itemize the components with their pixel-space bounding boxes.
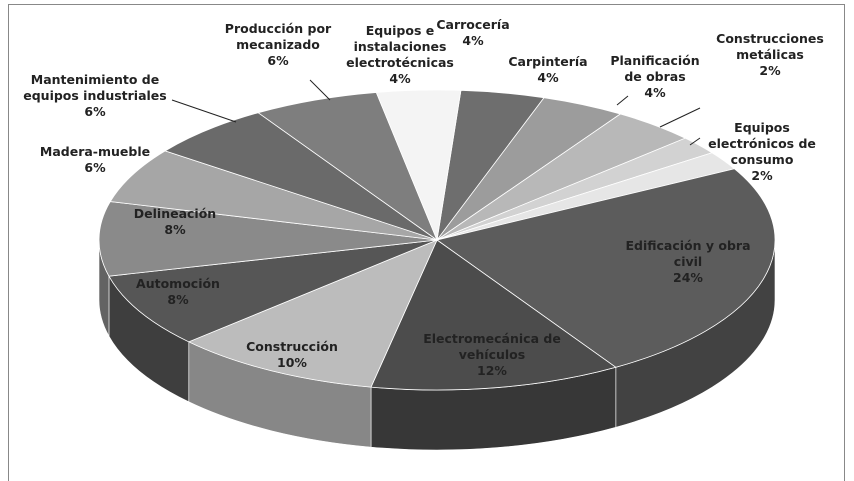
value-label: 12% [477,363,507,378]
slice-label: Construcciones metálicas 2% [710,31,830,79]
value-label: 4% [537,70,559,85]
slice-label: Automoción 8% [128,276,228,308]
slice-label: Equipos electrónicos de consumo 2% [692,120,832,184]
slice-label: Madera-mueble 6% [30,144,160,176]
value-label: 2% [759,63,781,78]
category-label: Electromecánica de vehículos [423,331,561,362]
leader-line [616,95,629,106]
pie-slice [257,92,438,242]
slice-label: Edificación y obra civil 24% [623,238,753,286]
slice-label: Equipos e instalaciones electrotécnicas 4… [345,23,455,87]
value-label: 8% [164,222,186,237]
value-label: 2% [751,168,773,183]
category-label: Construcciones metálicas [716,31,824,62]
slice-label: Producción por mecanizado 6% [223,21,333,69]
pie-slice [109,150,438,241]
category-label: Equipos electrónicos de consumo [708,120,816,167]
value-label: 6% [84,104,106,119]
slice-label: Construcción 10% [237,339,347,371]
category-label: Madera-mueble [39,144,151,159]
slice-label: Carrocería 4% [428,17,518,49]
value-label: 4% [389,71,411,86]
slice-label: Delineación 8% [125,206,225,238]
value-label: 4% [644,85,666,100]
category-label: Delineación [133,206,217,221]
pie-slice [187,239,438,388]
chart-frame [8,4,845,481]
category-label: Automoción [136,276,220,291]
slice-label: Mantenimiento de equipos industriales 6% [10,72,180,120]
category-label: Equipos e instalaciones electrotécnicas [346,23,454,70]
leader-line [659,107,701,128]
category-label: Construcción [246,339,338,354]
category-label: Carrocería [436,17,510,32]
slice-label: Planificación de obras 4% [605,53,705,101]
slice-label: Electromecánica de vehículos 12% [412,331,572,379]
value-label: 8% [167,292,189,307]
pie-slice [436,168,776,368]
category-label: Planificación de obras [610,53,700,84]
slice-label: Carpintería 4% [503,54,593,86]
value-label: 6% [267,53,289,68]
leader-line [309,79,331,101]
category-label: Edificación y obra civil [625,238,751,269]
value-label: 24% [673,270,703,285]
pie-slice [108,239,438,343]
value-label: 6% [84,160,106,175]
pie-slice [98,201,438,277]
leader-line [689,137,701,146]
value-label: 10% [277,355,307,370]
category-label: Carpintería [508,54,588,69]
category-label: Producción por mecanizado [224,21,332,52]
pie-slice [370,239,617,391]
pie-slice [375,89,462,242]
leader-line [171,99,237,123]
pie-slice [164,112,438,241]
value-label: 4% [462,33,484,48]
category-label: Mantenimiento de equipos industriales [23,72,167,103]
